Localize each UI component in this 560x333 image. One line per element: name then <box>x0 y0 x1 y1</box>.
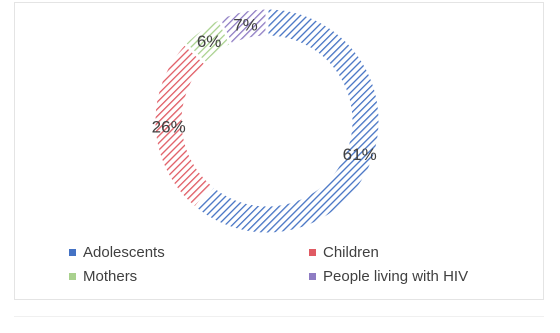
slice-people-living-with-hiv <box>216 6 269 47</box>
legend-swatch-people-living-with-hiv <box>309 272 316 280</box>
legend-swatch-adolescents <box>69 248 76 256</box>
legend: Adolescents Children Mothers People living … <box>69 243 549 285</box>
data-label-people-living-with-hiv: 7% <box>233 15 258 34</box>
legend-swatch-mothers <box>69 272 76 280</box>
slices-group <box>152 6 382 236</box>
slice-adolescents <box>192 6 382 236</box>
legend-label: Mothers <box>83 267 138 285</box>
donut-chart: 61% 26% 6% 7% <box>152 6 382 236</box>
legend-item-people-living-with-hiv: People living with HIV <box>309 267 549 285</box>
data-label-mothers: 6% <box>197 32 222 51</box>
legend-label: People living with HIV <box>323 267 469 285</box>
legend-item-adolescents: Adolescents <box>69 243 309 261</box>
slice-labels-group: 61% 26% 6% 7% <box>152 15 377 163</box>
data-label-adolescents: 61% <box>343 145 377 164</box>
data-label-children: 26% <box>152 118 186 137</box>
legend-swatch-children <box>309 248 316 256</box>
legend-item-mothers: Mothers <box>69 267 309 285</box>
legend-label: Adolescents <box>83 243 165 261</box>
divider <box>14 316 544 317</box>
legend-label: Children <box>323 243 379 261</box>
legend-item-children: Children <box>309 243 549 261</box>
chart-frame: 61% 26% 6% 7% Adolescents Children Mothers Peo… <box>14 2 544 300</box>
